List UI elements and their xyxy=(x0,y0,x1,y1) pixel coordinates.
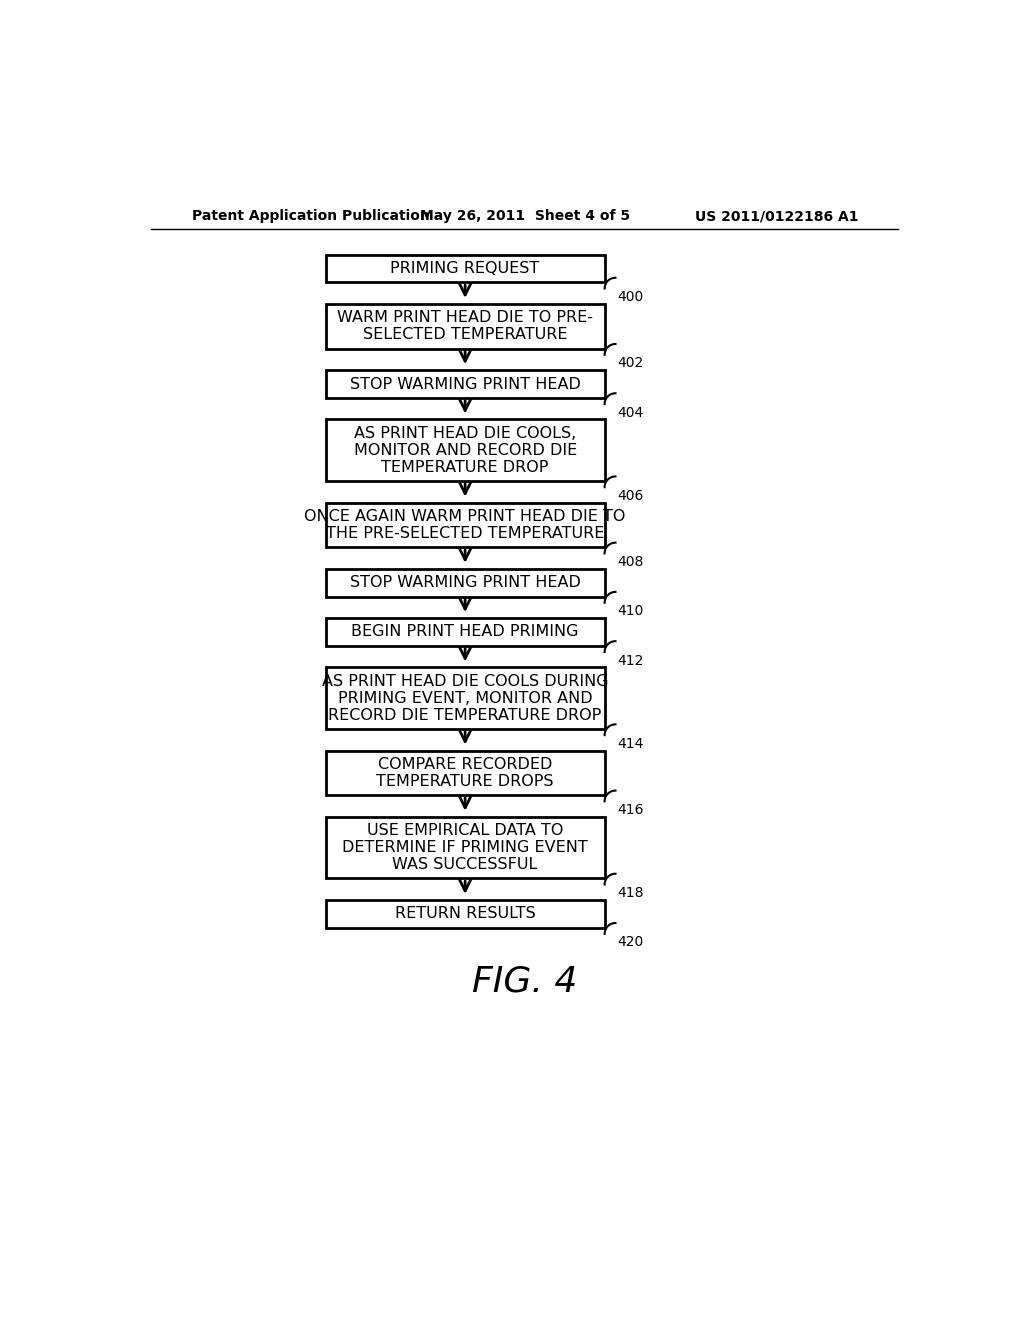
Bar xyxy=(326,420,604,480)
Text: 412: 412 xyxy=(617,653,643,668)
Text: 400: 400 xyxy=(617,290,643,304)
Text: 404: 404 xyxy=(617,405,643,420)
Bar xyxy=(326,817,604,878)
Text: PRIMING REQUEST: PRIMING REQUEST xyxy=(390,261,540,276)
Bar xyxy=(326,751,604,795)
Bar xyxy=(326,618,604,645)
Text: USE EMPIRICAL DATA TO: USE EMPIRICAL DATA TO xyxy=(367,824,563,838)
Text: 410: 410 xyxy=(617,605,643,618)
Text: MONITOR AND RECORD DIE: MONITOR AND RECORD DIE xyxy=(353,442,577,458)
Text: May 26, 2011  Sheet 4 of 5: May 26, 2011 Sheet 4 of 5 xyxy=(420,209,630,223)
Text: WAS SUCCESSFUL: WAS SUCCESSFUL xyxy=(392,857,538,873)
Text: 416: 416 xyxy=(617,803,643,817)
Text: 414: 414 xyxy=(617,737,643,751)
Text: COMPARE RECORDED: COMPARE RECORDED xyxy=(378,756,552,772)
Bar xyxy=(326,255,604,282)
Text: THE PRE-SELECTED TEMPERATURE: THE PRE-SELECTED TEMPERATURE xyxy=(326,525,604,541)
Text: 406: 406 xyxy=(617,488,643,503)
Text: 408: 408 xyxy=(617,554,643,569)
Text: AS PRINT HEAD DIE COOLS DURING: AS PRINT HEAD DIE COOLS DURING xyxy=(322,673,608,689)
Text: RECORD DIE TEMPERATURE DROP: RECORD DIE TEMPERATURE DROP xyxy=(329,708,602,722)
Text: BEGIN PRINT HEAD PRIMING: BEGIN PRINT HEAD PRIMING xyxy=(351,624,579,639)
Text: RETURN RESULTS: RETURN RESULTS xyxy=(394,907,536,921)
Bar xyxy=(326,370,604,397)
Bar xyxy=(326,569,604,597)
Text: STOP WARMING PRINT HEAD: STOP WARMING PRINT HEAD xyxy=(349,376,581,392)
Text: US 2011/0122186 A1: US 2011/0122186 A1 xyxy=(694,209,858,223)
Text: STOP WARMING PRINT HEAD: STOP WARMING PRINT HEAD xyxy=(349,576,581,590)
Text: DETERMINE IF PRIMING EVENT: DETERMINE IF PRIMING EVENT xyxy=(342,840,588,855)
Text: PRIMING EVENT, MONITOR AND: PRIMING EVENT, MONITOR AND xyxy=(338,690,593,706)
Bar xyxy=(326,900,604,928)
Text: FIG. 4: FIG. 4 xyxy=(472,965,578,998)
Text: AS PRINT HEAD DIE COOLS,: AS PRINT HEAD DIE COOLS, xyxy=(354,426,577,441)
Text: 420: 420 xyxy=(617,936,643,949)
Text: SELECTED TEMPERATURE: SELECTED TEMPERATURE xyxy=(362,327,567,342)
Bar xyxy=(326,304,604,348)
Text: TEMPERATURE DROP: TEMPERATURE DROP xyxy=(381,459,549,475)
Text: WARM PRINT HEAD DIE TO PRE-: WARM PRINT HEAD DIE TO PRE- xyxy=(337,310,593,325)
Bar xyxy=(326,668,604,729)
Text: Patent Application Publication: Patent Application Publication xyxy=(191,209,429,223)
Bar xyxy=(326,503,604,548)
Text: 418: 418 xyxy=(617,886,643,900)
Text: TEMPERATURE DROPS: TEMPERATURE DROPS xyxy=(377,774,554,789)
Text: 402: 402 xyxy=(617,356,643,371)
Text: ONCE AGAIN WARM PRINT HEAD DIE TO: ONCE AGAIN WARM PRINT HEAD DIE TO xyxy=(304,510,626,524)
